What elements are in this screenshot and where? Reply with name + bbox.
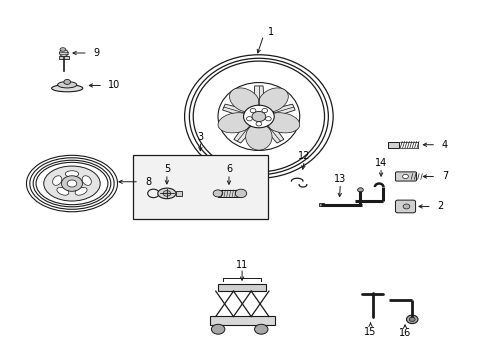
Text: 11: 11 [236, 260, 248, 270]
Ellipse shape [258, 88, 288, 112]
Ellipse shape [43, 166, 100, 201]
Bar [209, 316, 274, 325]
Text: 3: 3 [197, 132, 203, 141]
Ellipse shape [52, 85, 82, 92]
Ellipse shape [60, 49, 68, 57]
Text: 7: 7 [441, 171, 447, 181]
Circle shape [235, 189, 246, 198]
Text: 1: 1 [267, 27, 273, 37]
Ellipse shape [75, 188, 87, 195]
Polygon shape [271, 104, 295, 117]
Text: 9: 9 [93, 48, 99, 58]
Ellipse shape [57, 188, 69, 195]
Ellipse shape [65, 171, 79, 177]
Ellipse shape [245, 123, 271, 150]
Ellipse shape [218, 82, 299, 150]
Bar [176, 191, 182, 195]
Polygon shape [222, 104, 245, 117]
Bar [319, 203, 324, 207]
Ellipse shape [264, 113, 299, 133]
Ellipse shape [229, 88, 259, 112]
Circle shape [163, 190, 170, 196]
Bar [218, 190, 241, 197]
Text: 14: 14 [374, 158, 386, 168]
Ellipse shape [158, 188, 176, 199]
Ellipse shape [218, 113, 253, 133]
Circle shape [254, 324, 267, 334]
Ellipse shape [53, 176, 61, 185]
Text: 2: 2 [436, 202, 442, 211]
Text: 5: 5 [163, 165, 170, 174]
Text: 12: 12 [298, 151, 310, 161]
Circle shape [256, 122, 261, 126]
Text: 10: 10 [108, 80, 120, 90]
Polygon shape [253, 86, 264, 105]
Circle shape [64, 80, 70, 84]
Circle shape [67, 180, 77, 187]
Bar [387, 141, 398, 148]
FancyBboxPatch shape [395, 172, 416, 181]
Circle shape [250, 108, 255, 113]
Text: 15: 15 [364, 327, 376, 337]
Circle shape [402, 204, 409, 209]
Circle shape [243, 105, 274, 128]
Circle shape [406, 315, 417, 324]
Bar [59, 56, 69, 59]
Circle shape [265, 117, 271, 121]
Text: 4: 4 [441, 140, 447, 150]
Circle shape [251, 111, 265, 122]
Circle shape [408, 317, 414, 321]
Circle shape [61, 176, 82, 191]
Circle shape [402, 174, 407, 179]
Circle shape [211, 324, 224, 334]
Text: 8: 8 [145, 177, 151, 187]
Polygon shape [263, 123, 284, 143]
Ellipse shape [60, 48, 65, 51]
FancyBboxPatch shape [395, 200, 415, 213]
Bar [218, 284, 265, 291]
Circle shape [213, 190, 223, 197]
Text: 13: 13 [333, 174, 346, 184]
Polygon shape [233, 123, 254, 143]
Bar [133, 155, 267, 219]
Circle shape [357, 188, 363, 192]
Text: 6: 6 [225, 165, 232, 174]
Ellipse shape [82, 176, 91, 185]
Circle shape [262, 108, 267, 113]
Text: 16: 16 [398, 328, 410, 338]
Ellipse shape [58, 82, 77, 88]
Circle shape [246, 117, 252, 121]
